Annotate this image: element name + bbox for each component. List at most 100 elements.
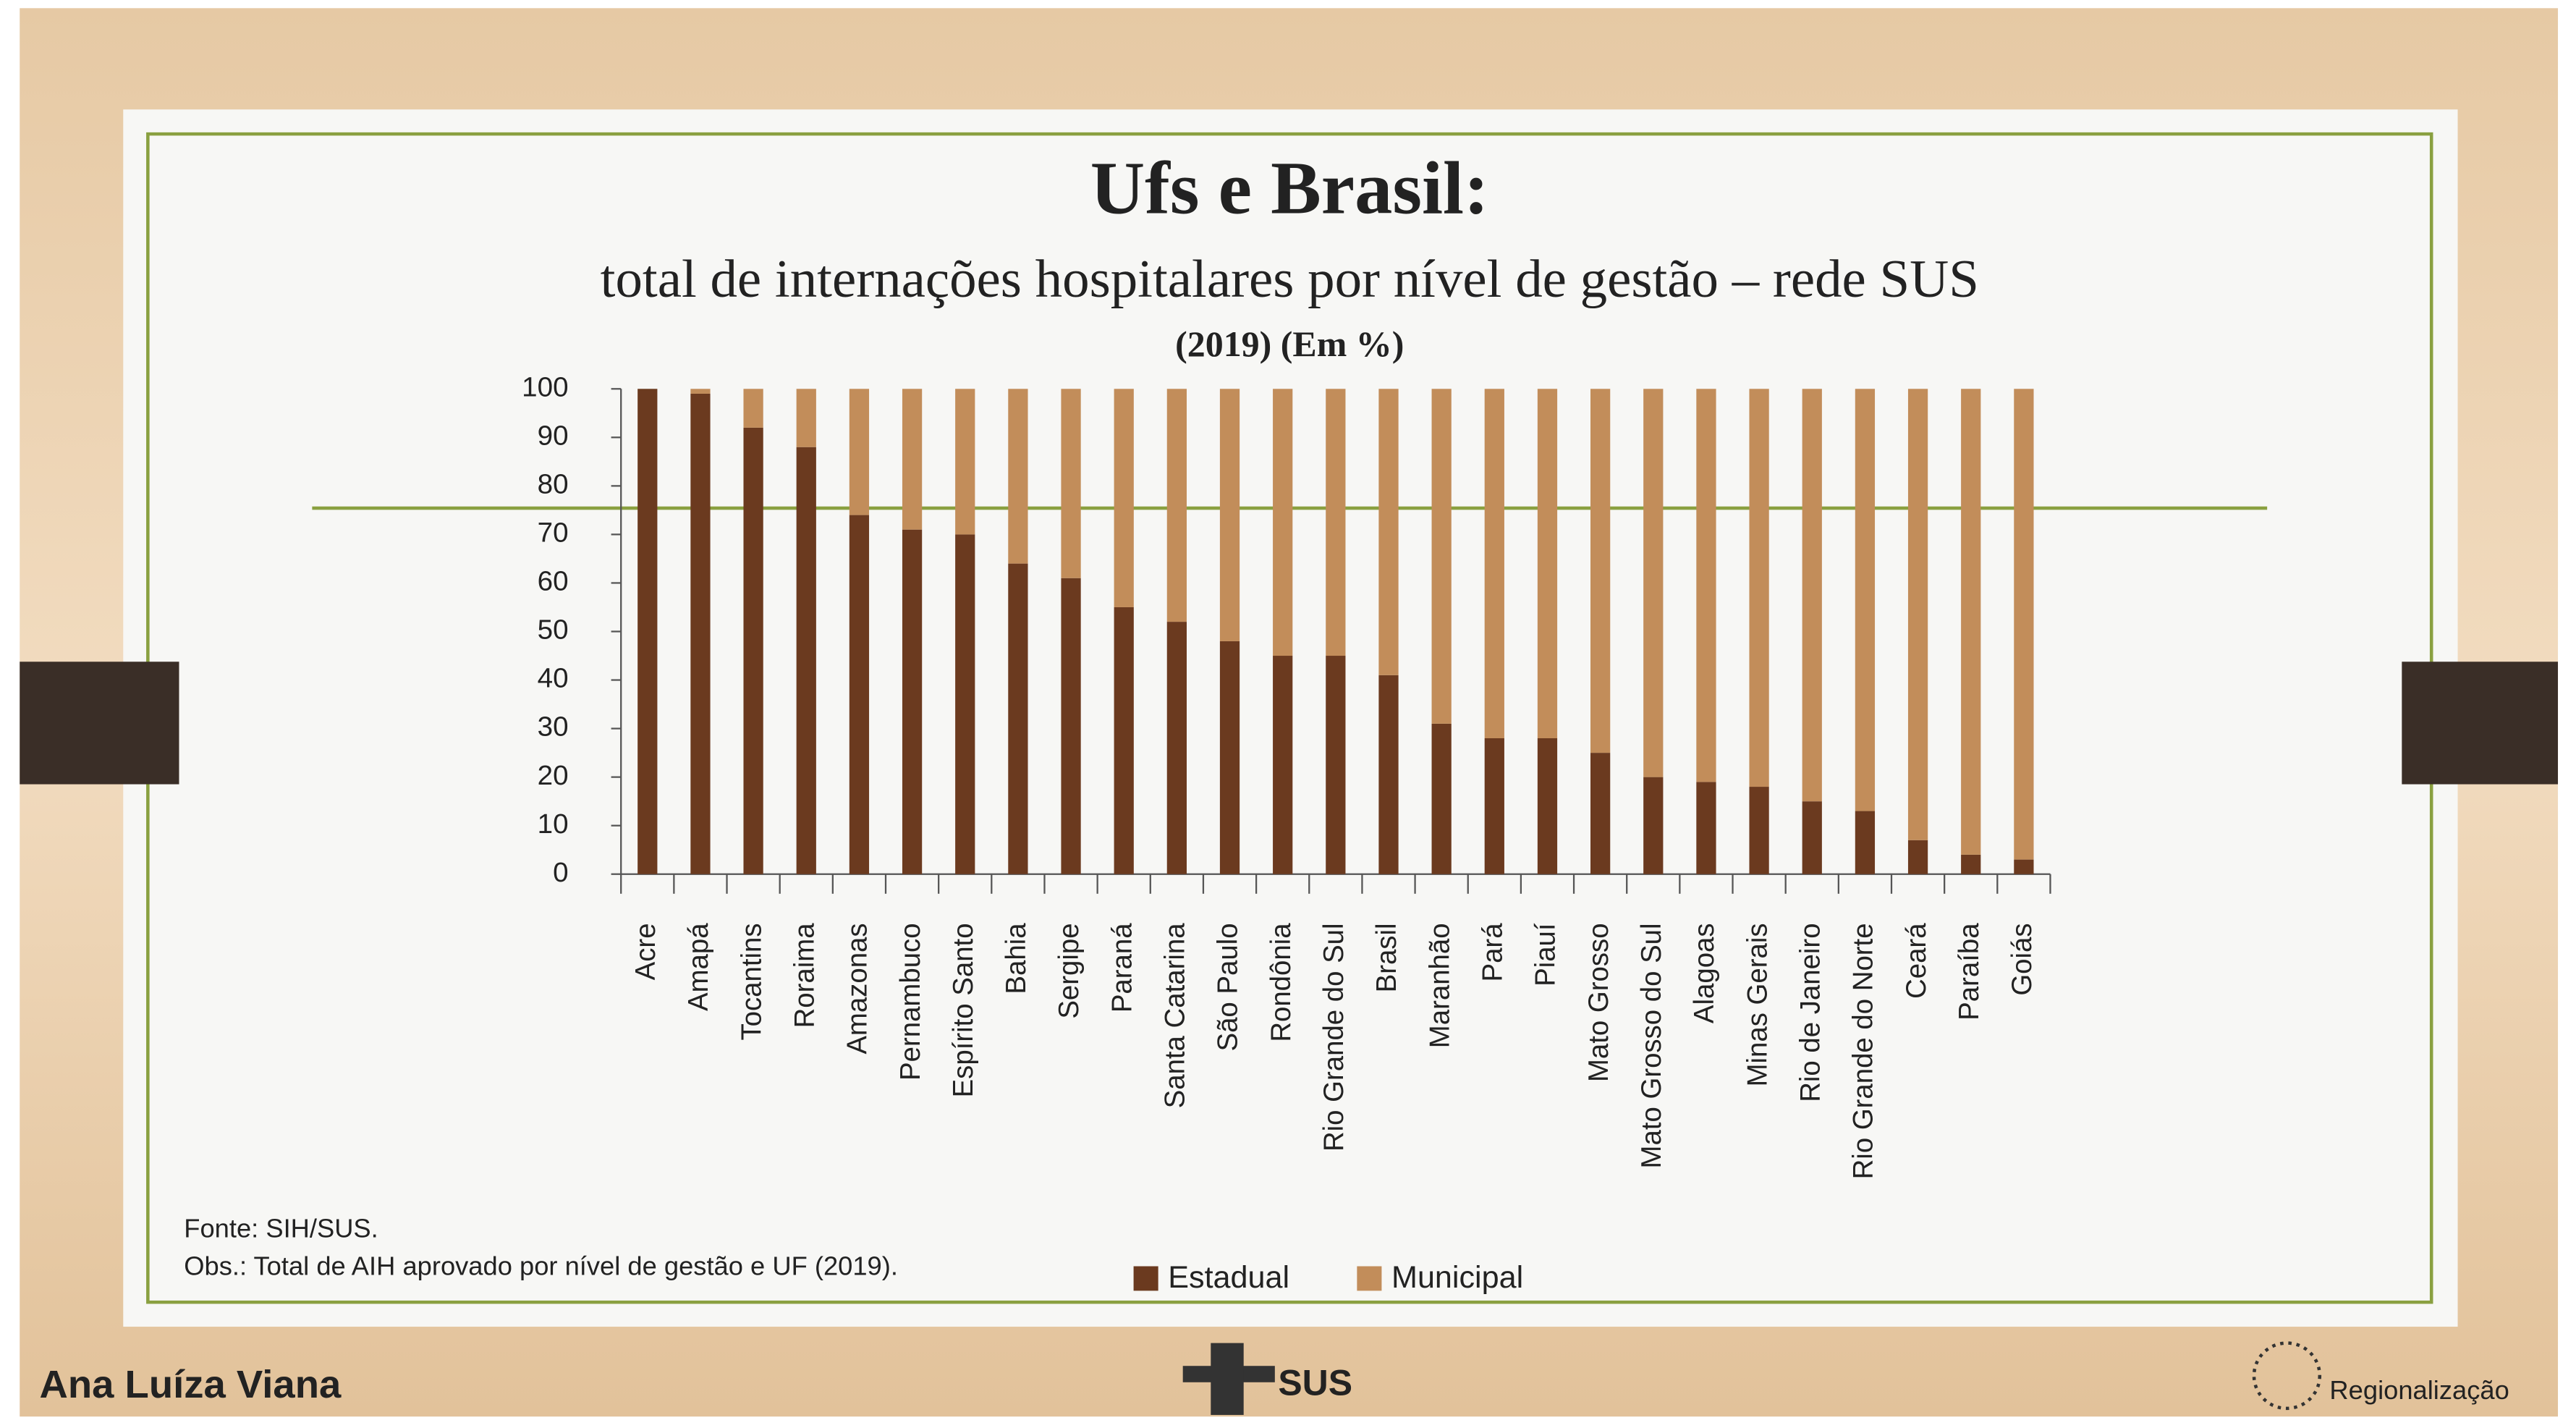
logo: SUS xyxy=(1278,1363,1352,1403)
bar-segment xyxy=(1326,656,1346,874)
bar-segment xyxy=(1378,675,1399,874)
bar-segment xyxy=(1855,389,1876,811)
bar-segment xyxy=(1537,389,1558,739)
x-tick-label: Paraná xyxy=(1106,923,1137,1013)
bar-segment xyxy=(1166,389,1187,622)
y-tick-label: 10 xyxy=(538,808,569,840)
x-tick-label: Minas Gerais xyxy=(1742,923,1773,1086)
bar-segment xyxy=(1749,787,1769,874)
tab-left xyxy=(20,662,179,785)
bar-segment xyxy=(1537,738,1558,874)
bar-segment xyxy=(1802,801,1822,874)
bar-segment xyxy=(849,389,870,515)
bar-segment xyxy=(1061,578,1081,874)
bar-segment xyxy=(796,389,816,447)
x-tick-label: Rio Grande do Sul xyxy=(1318,923,1350,1152)
bar-segment xyxy=(1431,389,1452,724)
bar-segment xyxy=(849,515,870,874)
x-tick-label: Ceará xyxy=(1901,923,1932,999)
bar-segment xyxy=(955,389,975,535)
y-tick-label: 0 xyxy=(553,857,568,888)
bar-segment xyxy=(1643,389,1664,777)
bar-segment xyxy=(690,393,711,874)
bar-segment xyxy=(1484,738,1504,874)
author: Ana Luíza Viana xyxy=(39,1362,342,1406)
logo-cross-v xyxy=(1211,1343,1244,1415)
bar-segment xyxy=(1273,389,1293,656)
x-tick-label: Santa Catarina xyxy=(1159,923,1190,1108)
x-tick-label: Amazonas xyxy=(842,923,873,1054)
x-tick-label: Brasil xyxy=(1371,923,1402,992)
bar-segment xyxy=(1802,389,1822,802)
legend-label: Municipal xyxy=(1391,1260,1523,1295)
note: Obs.: Total de AIH aprovado por nível de… xyxy=(184,1251,898,1280)
x-tick-label: Alagoas xyxy=(1689,923,1720,1023)
bar-segment xyxy=(1696,389,1716,782)
y-tick-label: 60 xyxy=(538,566,569,597)
bar-segment xyxy=(796,447,816,874)
bar-segment xyxy=(1907,389,1928,840)
x-tick-label: Tocantins xyxy=(736,923,767,1040)
bar-segment xyxy=(902,529,923,874)
legend-label: Estadual xyxy=(1168,1260,1289,1295)
x-tick-label: Maranhão xyxy=(1424,923,1455,1048)
y-tick-label: 20 xyxy=(538,760,569,791)
y-tick-label: 50 xyxy=(538,614,569,646)
bar-segment xyxy=(637,389,658,874)
x-tick-label: Piauí xyxy=(1530,923,1562,986)
bar-segment xyxy=(1961,389,1981,855)
bar-segment xyxy=(1590,389,1611,753)
chart-period: (2019) (Em %) xyxy=(1175,324,1404,364)
x-tick-label: Pernambuco xyxy=(895,923,926,1080)
bar-segment xyxy=(1484,389,1504,739)
bar-segment xyxy=(2014,389,2034,860)
y-tick-label: 30 xyxy=(538,711,569,743)
bar-segment xyxy=(1008,389,1028,564)
x-tick-label: Goiás xyxy=(2007,923,2038,995)
y-tick-label: 70 xyxy=(538,517,569,549)
brand: Regionalização xyxy=(2329,1375,2509,1405)
x-tick-label: Paraíba xyxy=(1954,923,1985,1021)
bar-segment xyxy=(955,534,975,874)
bar-segment xyxy=(1855,811,1876,874)
x-tick-label: Rondônia xyxy=(1266,923,1297,1042)
bar-segment xyxy=(1061,389,1081,578)
x-tick-label: Roraima xyxy=(789,923,820,1028)
bar-segment xyxy=(1961,854,1981,874)
bar-segment xyxy=(1431,723,1452,874)
chart-subtitle: total de internações hospitalares por ní… xyxy=(601,249,1979,309)
bar-segment xyxy=(1114,607,1134,874)
bar-segment xyxy=(1696,782,1716,874)
y-tick-label: 80 xyxy=(538,469,569,500)
bar-segment xyxy=(1749,389,1769,787)
bar-segment xyxy=(1166,622,1187,874)
bar-segment xyxy=(1273,656,1293,874)
x-tick-label: Pará xyxy=(1477,923,1508,982)
bar-segment xyxy=(1643,777,1664,874)
bar-segment xyxy=(690,389,711,394)
x-tick-label: São Paulo xyxy=(1213,923,1244,1051)
y-tick-label: 90 xyxy=(538,421,569,452)
x-tick-label: Bahia xyxy=(1001,923,1032,994)
bar-segment xyxy=(1008,563,1028,874)
tab-right xyxy=(2402,662,2559,785)
bar-segment xyxy=(902,389,923,530)
bar-segment xyxy=(743,427,763,874)
x-tick-label: Mato Grosso do Sul xyxy=(1636,923,1667,1168)
bar-segment xyxy=(743,389,763,428)
y-tick-label: 40 xyxy=(538,663,569,694)
x-tick-label: Espírito Santo xyxy=(948,923,979,1097)
bar-segment xyxy=(1219,389,1240,641)
x-tick-label: Sergipe xyxy=(1054,923,1085,1018)
y-tick-label: 100 xyxy=(522,372,568,403)
source: Fonte: SIH/SUS. xyxy=(184,1213,378,1243)
bar-segment xyxy=(1378,389,1399,675)
bar-segment xyxy=(1326,389,1346,656)
bar-segment xyxy=(1114,389,1134,607)
bar-segment xyxy=(1590,753,1611,874)
x-tick-label: Rio Grande do Norte xyxy=(1848,923,1879,1179)
bar-segment xyxy=(1219,641,1240,874)
x-tick-label: Amapá xyxy=(683,923,714,1011)
bar-segment xyxy=(1907,840,1928,874)
